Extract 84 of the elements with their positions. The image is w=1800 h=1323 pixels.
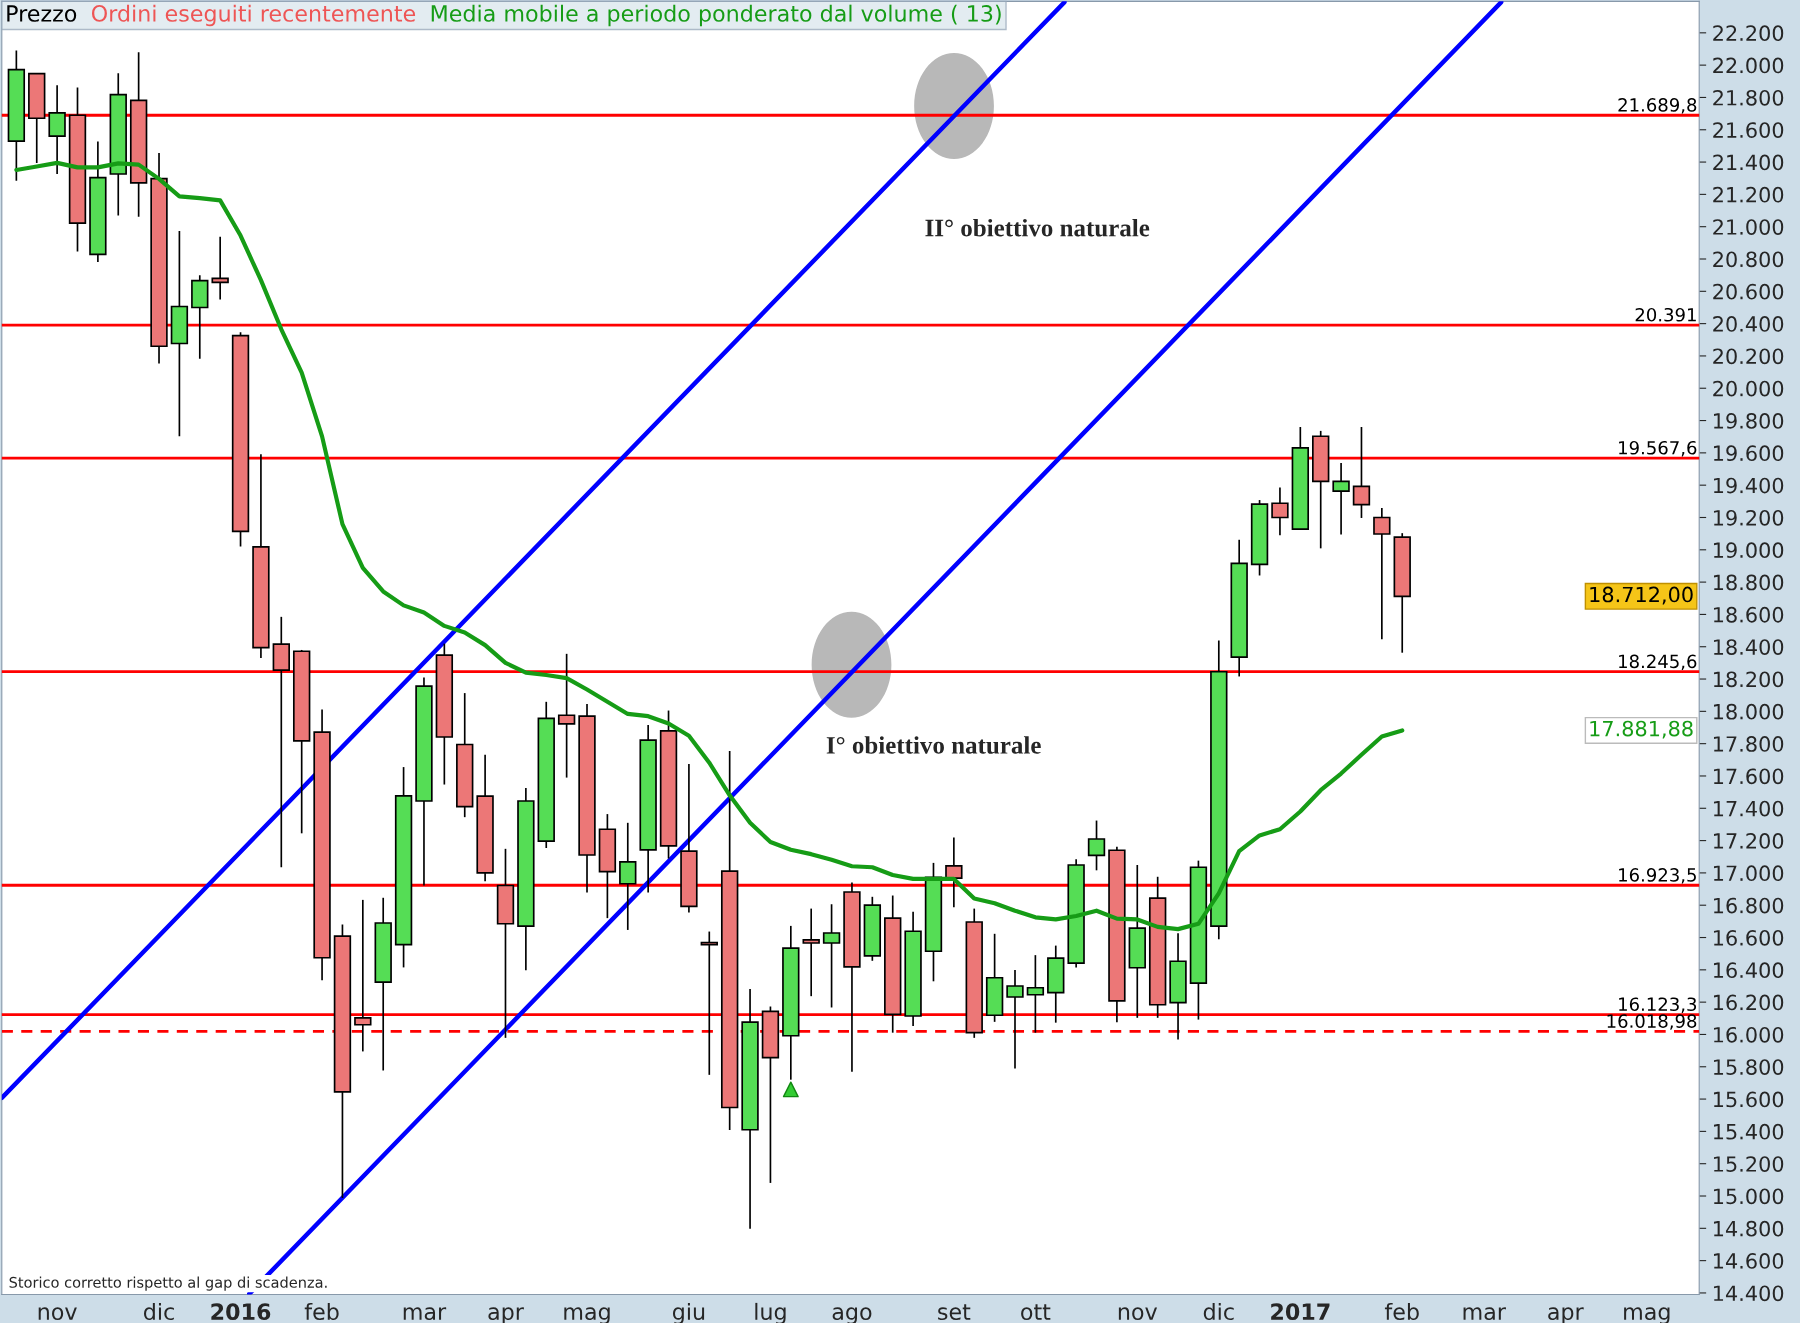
y-tick-label: 22.200 xyxy=(1713,25,1784,42)
line-series xyxy=(14,160,1405,932)
candlestick xyxy=(802,907,820,998)
candlestick xyxy=(822,903,841,1009)
annotation: II° obiettivo naturale xyxy=(925,218,1150,237)
annotation: I° obiettivo naturale xyxy=(826,736,1041,754)
y-tick-label: 16.200 xyxy=(1713,994,1784,1011)
y-tick-label: 21.200 xyxy=(1713,186,1784,203)
candlestick xyxy=(354,899,372,1053)
y-tick-label: 20.800 xyxy=(1713,251,1784,268)
ref-line-label: 16.018,98 xyxy=(1607,1014,1697,1030)
y-tick-label: 19.200 xyxy=(1713,509,1784,526)
x-tick-label: mar xyxy=(1463,1307,1506,1321)
annotation: 18.712,00 xyxy=(1590,586,1693,605)
y-tick-label: 16.600 xyxy=(1713,929,1784,946)
y-tick-label: 19.400 xyxy=(1713,477,1784,494)
y-tick-label: 20.200 xyxy=(1713,348,1784,365)
x-tick-label: nov xyxy=(38,1307,77,1321)
y-tick-label: 16.000 xyxy=(1713,1026,1784,1043)
x-tick-label: mar xyxy=(403,1307,447,1321)
y-tick-label: 17.600 xyxy=(1713,768,1784,785)
y-tick-label: 15.400 xyxy=(1713,1123,1784,1140)
annotation: Storico corretto rispetto al gap di scadenza. xyxy=(9,1276,327,1291)
y-tick-label: 19.000 xyxy=(1713,542,1784,559)
x-tick-label: set xyxy=(938,1304,971,1321)
y-tick-label: 19.800 xyxy=(1713,413,1784,429)
ref-line-label: 20.391 xyxy=(1635,307,1696,322)
candlestick xyxy=(945,836,963,909)
y-tick-label: 18.600 xyxy=(1713,606,1784,623)
y-tick-label: 17.000 xyxy=(1713,865,1784,882)
y-tick-label: 14.400 xyxy=(1713,1285,1784,1302)
y-tick-label: 21.400 xyxy=(1713,154,1784,171)
y-tick-label: 15.600 xyxy=(1713,1091,1784,1108)
x-tick-label: ott xyxy=(1021,1304,1051,1321)
candlestick xyxy=(1352,426,1371,519)
y-tick-label: 21.000 xyxy=(1713,219,1784,235)
x-tick-label: dic xyxy=(1203,1302,1234,1321)
y-tick-label: 20.000 xyxy=(1713,380,1784,397)
candlestick xyxy=(619,821,637,931)
candlestick xyxy=(1006,969,1024,1070)
ref-line-label: 16.123,3 xyxy=(1619,997,1697,1013)
candlestick xyxy=(1332,462,1350,536)
y-tick-label: 18.400 xyxy=(1713,639,1784,655)
y-tick-label: 20.400 xyxy=(1713,316,1784,332)
ref-line-label: 16.923,5 xyxy=(1619,868,1696,884)
y-tick-label: 15.800 xyxy=(1713,1059,1784,1075)
ref-line-label: 21.689,8 xyxy=(1618,98,1697,114)
candlestick xyxy=(1373,507,1391,641)
y-tick-label: 18.000 xyxy=(1713,703,1784,720)
x-tick-label: feb xyxy=(1384,1302,1419,1321)
candlestick xyxy=(557,653,576,779)
y-tick-label: 21.600 xyxy=(1713,122,1784,138)
y-tick-label: 16.400 xyxy=(1713,962,1784,979)
x-tick-label: 2017 xyxy=(1271,1303,1330,1321)
y-tick-label: 17.400 xyxy=(1713,800,1784,817)
y-tick-label: 18.200 xyxy=(1713,671,1784,688)
y-tick-label: 17.200 xyxy=(1713,833,1784,849)
text: Prezzo xyxy=(7,5,77,22)
y-tick-label: 15.000 xyxy=(1713,1188,1784,1205)
x-tick-label: dic xyxy=(144,1302,174,1321)
y-tick-label: 16.800 xyxy=(1713,897,1784,914)
text: Media mobile a periodo ponderato dal volume ( 13) xyxy=(431,4,1001,27)
candlestick xyxy=(1087,819,1106,872)
y-tick-label: 22.000 xyxy=(1713,57,1784,74)
annotation: Ordini eseguiti recentemente xyxy=(91,4,416,27)
x-tick-label: 2016 xyxy=(211,1303,271,1321)
annotation: 17.881,88 xyxy=(1590,720,1693,739)
y-tick-label: 15.200 xyxy=(1713,1156,1784,1172)
ref-line-label: 19.567,6 xyxy=(1619,440,1697,457)
candlestick xyxy=(211,236,229,301)
candlestick xyxy=(272,616,290,869)
y-tick-label: 20.600 xyxy=(1713,283,1784,300)
y-tick-label: 17.800 xyxy=(1713,736,1784,752)
y-tick-label: 14.600 xyxy=(1713,1253,1784,1269)
x-tick-label: nov xyxy=(1118,1307,1158,1321)
y-tick-label: 18.800 xyxy=(1713,574,1784,591)
x-tick-label: feb xyxy=(304,1302,339,1321)
ref-line-label: 18.245,6 xyxy=(1619,654,1697,671)
candlestick xyxy=(1026,954,1045,1034)
y-tick-label: 14.800 xyxy=(1713,1220,1784,1237)
candlestick xyxy=(48,84,66,175)
y-tick-label: 21.800 xyxy=(1713,89,1784,106)
y-tick-label: 19.600 xyxy=(1713,445,1784,462)
candlestick xyxy=(1271,486,1289,537)
